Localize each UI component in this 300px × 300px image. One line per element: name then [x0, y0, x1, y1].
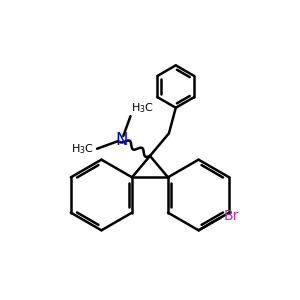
Text: Br: Br [224, 208, 239, 223]
Text: H$_3$C: H$_3$C [131, 101, 154, 115]
Text: N: N [116, 131, 128, 149]
Text: H$_3$C: H$_3$C [71, 142, 94, 156]
